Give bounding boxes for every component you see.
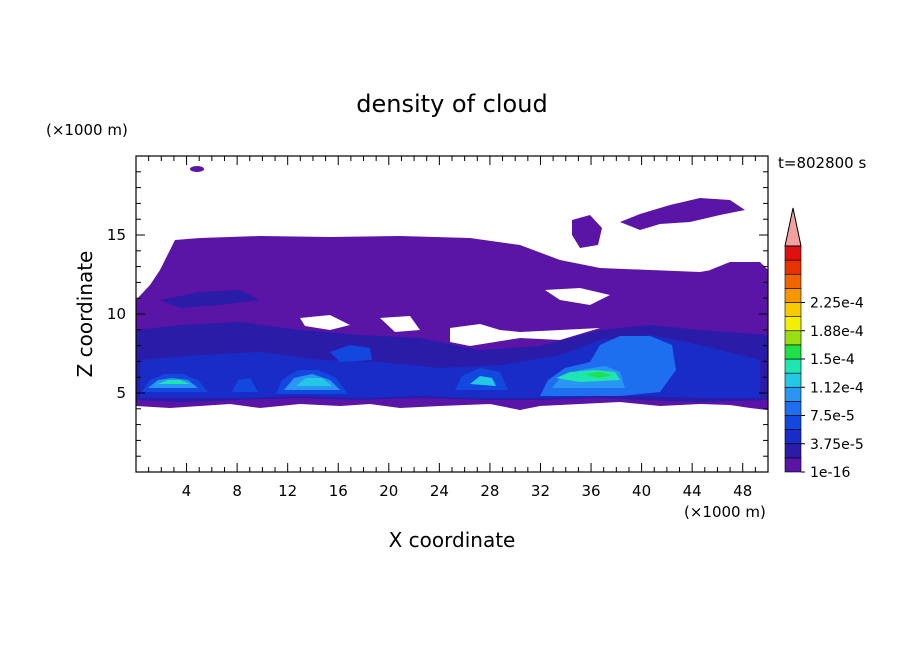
cloud-cell-4-peak — [585, 372, 612, 378]
colorbar-swatch — [784, 358, 802, 374]
colorbar-swatch — [784, 415, 802, 430]
colorbar-swatch — [784, 344, 802, 360]
y-axis-label: Z coordinate — [73, 251, 97, 378]
colorbar: 1e-16 3.75e-5 7.5e-5 1.12e-4 1.5e-4 1.88e-4 2.… — [784, 207, 864, 481]
y-tick-label: 15 — [107, 226, 126, 244]
x-tick-label: 12 — [278, 482, 297, 500]
colorbar-swatch — [784, 288, 802, 303]
y-tick-label: 10 — [107, 305, 126, 323]
x-tick-label: 24 — [430, 482, 449, 500]
cloud-gap-3 — [545, 288, 610, 305]
colorbar-label: 2.25e-4 — [810, 296, 864, 312]
cloud-gap-2 — [450, 324, 600, 346]
y-axis: 5 10 15 — [107, 171, 768, 457]
x-tick-label: 20 — [379, 482, 398, 500]
colorbar-swatch — [784, 316, 802, 332]
x-tick-label: 36 — [581, 482, 600, 500]
colorbar-label: 1e-16 — [810, 465, 850, 481]
cloud-cell-2-core — [296, 378, 332, 386]
cloud-cell-1-core — [158, 380, 190, 384]
cloud-cell-small-2 — [330, 345, 372, 362]
colorbar-swatch — [784, 259, 802, 275]
colorbar-label: 1.88e-4 — [810, 324, 864, 340]
x-tick-label: 40 — [632, 482, 651, 500]
chart-title: density of cloud — [356, 90, 547, 118]
cloud-cell-small — [232, 378, 258, 392]
cloud-gap-5 — [380, 316, 420, 332]
time-label: t=802800 s — [778, 154, 866, 172]
colorbar-swatch — [784, 302, 802, 317]
cloud-cell-3-core — [470, 376, 496, 386]
x-axis: 4 8 12 16 20 24 28 32 36 40 44 48 — [148, 156, 756, 500]
cloud-gap-1 — [300, 315, 350, 330]
colorbar-swatch — [784, 372, 802, 388]
x-tick-label: 16 — [329, 482, 348, 500]
y-unit-label: (×1000 m) — [46, 121, 128, 139]
y-tick-label: 5 — [116, 384, 126, 402]
colorbar-swatch — [784, 429, 802, 445]
colorbar-label: 3.75e-5 — [810, 437, 864, 453]
colorbar-swatch — [784, 401, 802, 416]
x-tick-label: 48 — [733, 482, 752, 500]
x-tick-label: 8 — [232, 482, 242, 500]
colorbar-label: 1.12e-4 — [810, 380, 864, 396]
cloud-band-level-1b — [160, 290, 260, 308]
cloud-patch-upper — [620, 198, 745, 230]
x-tick-label: 28 — [480, 482, 499, 500]
colorbar-swatch — [784, 443, 802, 459]
x-tick-label: 32 — [531, 482, 550, 500]
x-tick-label: 44 — [683, 482, 702, 500]
colorbar-swatch — [784, 330, 802, 346]
x-unit-label: (×1000 m) — [684, 503, 766, 521]
x-tick-label: 4 — [182, 482, 192, 500]
contour-fills — [136, 166, 768, 410]
colorbar-label: 1.5e-4 — [810, 352, 855, 368]
cloud-patch-upper-3 — [710, 262, 768, 285]
colorbar-overflow-arrow — [784, 207, 802, 247]
plot-area — [135, 155, 769, 473]
colorbar-swatch — [784, 457, 802, 473]
x-axis-label: X coordinate — [389, 528, 516, 552]
cloud-patch-top — [190, 166, 204, 172]
colorbar-label: 7.5e-5 — [810, 409, 855, 425]
cloud-patch-upper-2 — [572, 215, 602, 248]
colorbar-swatch — [784, 245, 802, 261]
colorbar-swatch — [784, 273, 802, 289]
colorbar-swatch — [784, 386, 802, 402]
